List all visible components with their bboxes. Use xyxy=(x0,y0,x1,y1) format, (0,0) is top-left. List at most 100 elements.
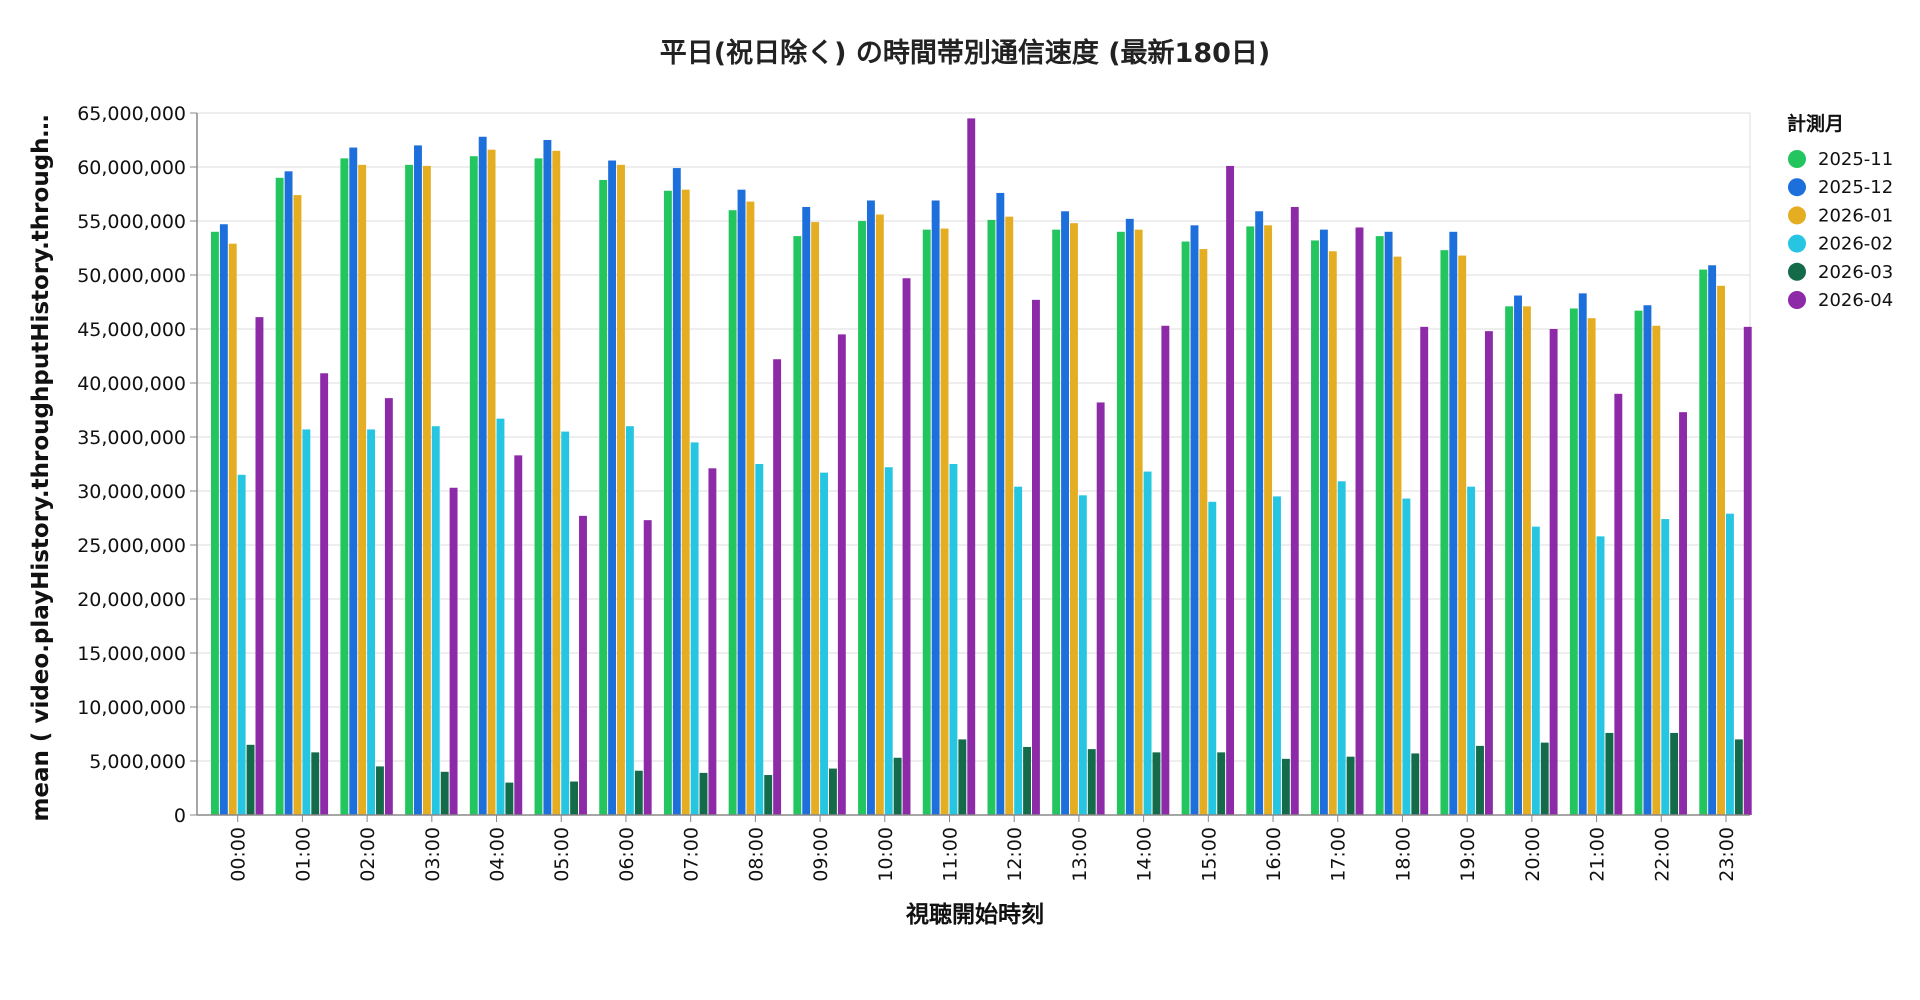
y-tick-label: 50,000,000 xyxy=(77,265,186,287)
bar xyxy=(922,229,931,815)
bar xyxy=(505,782,514,815)
bar xyxy=(1161,325,1170,815)
y-tick-label: 25,000,000 xyxy=(77,535,186,557)
bar xyxy=(1005,216,1014,815)
bar xyxy=(699,772,708,815)
bar xyxy=(1717,285,1725,815)
y-tick-label: 30,000,000 xyxy=(77,481,186,503)
bar xyxy=(1549,329,1558,815)
x-tick-label: 00:00 xyxy=(228,827,250,882)
bar xyxy=(1014,486,1023,815)
bar xyxy=(828,768,837,815)
bar xyxy=(1143,471,1152,815)
legend-label: 2026-01 xyxy=(1818,205,1893,226)
x-tick-label: 20:00 xyxy=(1522,827,1544,882)
bar xyxy=(1319,229,1328,815)
bar xyxy=(1087,749,1096,815)
bar xyxy=(1484,331,1493,815)
x-tick-label: 17:00 xyxy=(1328,827,1350,882)
legend-label: 2025-11 xyxy=(1818,149,1893,170)
bar xyxy=(478,136,487,815)
bar xyxy=(1061,211,1070,815)
legend-label: 2026-02 xyxy=(1818,234,1893,255)
bar xyxy=(1708,265,1717,815)
y-tick-label: 40,000,000 xyxy=(77,373,186,395)
bar xyxy=(708,468,717,815)
bar xyxy=(237,474,246,815)
bar xyxy=(514,455,523,815)
legend-swatch xyxy=(1788,178,1806,197)
bar xyxy=(1734,739,1743,815)
bar xyxy=(219,224,228,816)
bar xyxy=(728,210,737,815)
bar xyxy=(496,418,505,815)
legend-swatch xyxy=(1788,291,1806,309)
bar xyxy=(608,160,617,815)
bar xyxy=(1467,486,1476,815)
bar xyxy=(1246,226,1255,815)
y-tick-label: 15,000,000 xyxy=(77,643,186,665)
bar xyxy=(1449,231,1458,816)
bar xyxy=(1699,269,1708,816)
bar xyxy=(469,156,478,815)
bar xyxy=(599,179,608,815)
bar xyxy=(1458,255,1467,815)
y-tick-label: 20,000,000 xyxy=(77,589,186,611)
bar xyxy=(440,771,449,815)
bar xyxy=(746,201,755,815)
bar xyxy=(1116,231,1125,816)
bar xyxy=(902,278,911,815)
x-tick-label: 05:00 xyxy=(551,827,573,882)
bar xyxy=(820,472,828,815)
bar xyxy=(340,158,349,816)
bar xyxy=(1476,745,1484,815)
bar xyxy=(311,752,320,815)
bar xyxy=(1328,251,1337,816)
x-axis-label: 視聴開始時刻 xyxy=(905,901,1044,928)
bar xyxy=(837,334,846,815)
x-tick-label: 18:00 xyxy=(1392,827,1414,882)
bar xyxy=(1578,293,1587,815)
bar xyxy=(211,231,219,816)
axes xyxy=(196,113,1750,816)
bar xyxy=(1281,758,1290,815)
bar xyxy=(1670,732,1679,815)
bar xyxy=(1440,250,1449,815)
y-tick-label: 10,000,000 xyxy=(77,697,186,719)
bar xyxy=(858,221,866,815)
bar xyxy=(543,140,552,815)
bar xyxy=(1725,513,1734,815)
bar xyxy=(405,164,414,816)
bar xyxy=(1393,256,1402,815)
bar xyxy=(1346,756,1355,815)
bar xyxy=(1290,206,1299,815)
bar xyxy=(1614,393,1623,815)
bar xyxy=(1337,481,1346,815)
bar xyxy=(293,195,302,815)
bar xyxy=(1078,495,1087,815)
x-tick-label: 08:00 xyxy=(745,827,767,882)
bar xyxy=(1605,732,1614,815)
bar xyxy=(561,431,570,815)
bar xyxy=(228,243,237,815)
bar xyxy=(811,222,820,815)
bar xyxy=(1540,742,1549,815)
bar xyxy=(358,164,367,816)
bar xyxy=(320,373,329,815)
bar xyxy=(1190,225,1199,815)
y-tick-label: 55,000,000 xyxy=(77,211,186,233)
bar xyxy=(1679,412,1687,815)
y-tick-label: 0 xyxy=(174,805,186,827)
bar xyxy=(1643,305,1652,815)
bar xyxy=(949,464,958,815)
bar xyxy=(1096,402,1105,815)
x-tick-label: 13:00 xyxy=(1069,827,1091,882)
x-tick-label: 23:00 xyxy=(1716,827,1738,882)
legend-swatch xyxy=(1788,206,1806,225)
x-tick-label: 19:00 xyxy=(1457,827,1479,882)
x-tick-label: 22:00 xyxy=(1651,827,1673,882)
bar xyxy=(1152,752,1161,815)
x-tick-label: 06:00 xyxy=(616,827,638,882)
x-axis-ticks: 00:00 01:00 02:00 03:00 04:00 05:00 06:00 07:00… xyxy=(228,815,1738,882)
bar xyxy=(663,190,672,815)
